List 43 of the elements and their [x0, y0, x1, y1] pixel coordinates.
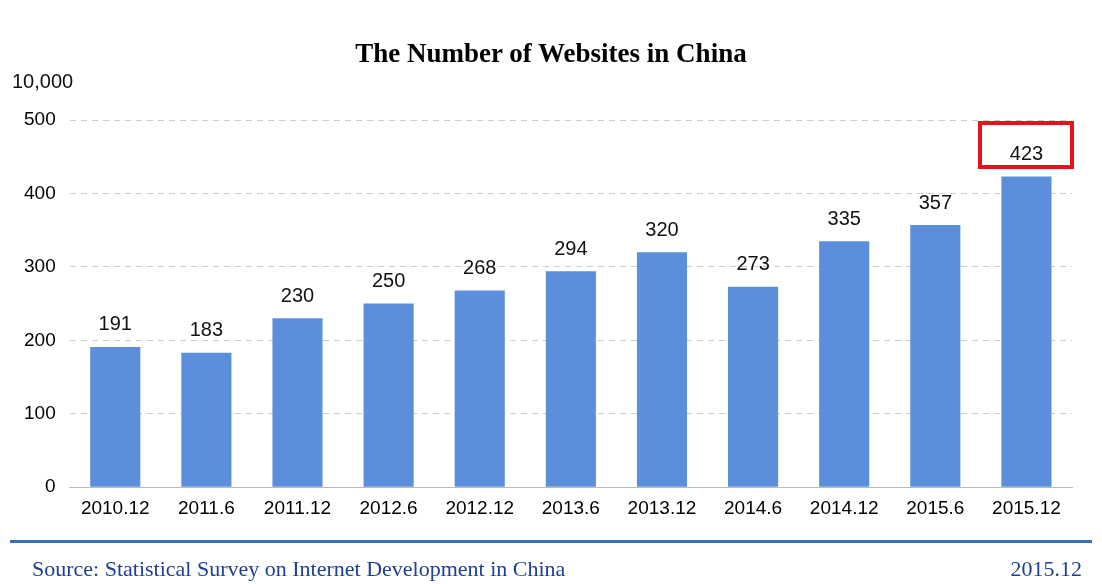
- bar: [454, 290, 505, 487]
- bar: [728, 286, 779, 487]
- x-tick-label: 2015.12: [992, 496, 1061, 518]
- y-tick-label: 400: [24, 181, 56, 203]
- data-label: 423: [1009, 142, 1044, 165]
- data-label: 250: [371, 269, 406, 292]
- x-tick-label: 2014.12: [809, 496, 879, 518]
- bar: [1001, 176, 1052, 487]
- x-tick-label: 2012.6: [359, 496, 418, 518]
- bar: [636, 252, 688, 487]
- data-label: 230: [280, 283, 315, 306]
- bar: [181, 352, 232, 487]
- bar: [363, 303, 414, 487]
- data-label: 183: [189, 318, 224, 341]
- x-tick-label: 2013.12: [627, 496, 697, 518]
- source-note: Source: Statistical Survey on Internet Development in China: [32, 556, 566, 582]
- x-tick-label: 2015.6: [906, 496, 965, 518]
- chart-title: The Number of Websites in China: [354, 38, 748, 69]
- y-tick-label: 500: [24, 108, 56, 130]
- y-tick-label: 100: [24, 401, 56, 423]
- text: 2015.12: [1010, 556, 1082, 582]
- bar: [272, 318, 323, 487]
- x-tick-label: 2011.6: [178, 496, 235, 518]
- x-tick-label: 2011.12: [263, 496, 332, 518]
- bar: [819, 241, 870, 487]
- data-label: 273: [736, 252, 770, 275]
- bar: [90, 346, 141, 487]
- x-tick-label: 2014.6: [724, 496, 783, 518]
- data-label: 294: [554, 236, 588, 259]
- bar: [910, 225, 961, 487]
- data-label: 335: [827, 206, 861, 229]
- y-tick-label: 300: [24, 255, 56, 277]
- x-tick-label: 2013.6: [541, 496, 600, 518]
- x-tick-label: 2012.12: [445, 496, 515, 518]
- data-label: 268: [463, 255, 497, 278]
- y-tick-label: 0: [45, 475, 56, 497]
- data-label: 357: [918, 190, 953, 213]
- y-axis-title: 10,000: [12, 69, 74, 92]
- y-tick-label: 200: [24, 328, 56, 350]
- bar: [545, 271, 596, 487]
- x-tick-label: 2010.12: [80, 496, 150, 518]
- data-label: 320: [645, 217, 679, 240]
- data-label: 191: [98, 312, 132, 335]
